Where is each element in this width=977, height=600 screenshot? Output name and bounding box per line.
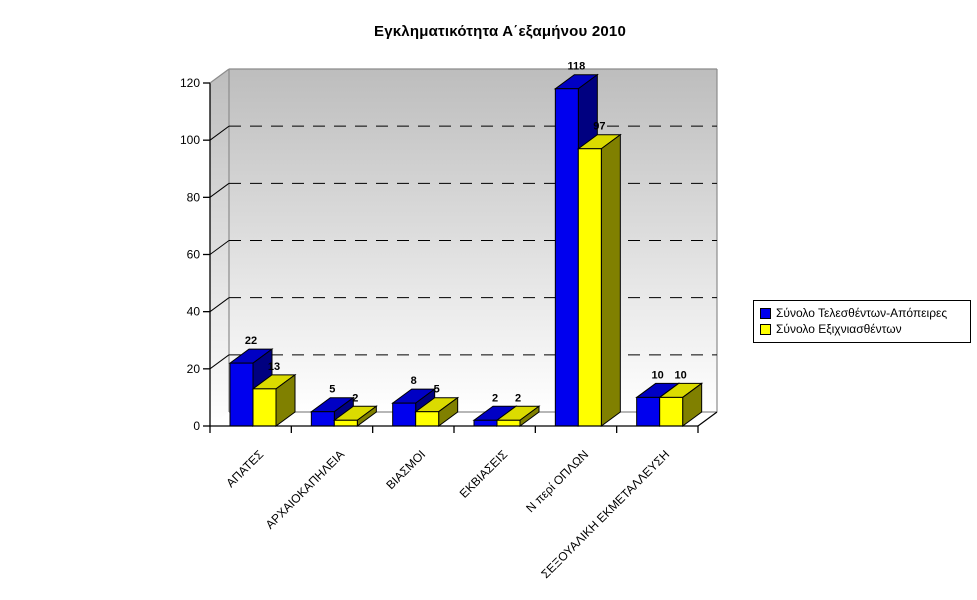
bar-s0-c2 <box>392 402 417 427</box>
data-label-s1-c0: 13 <box>268 361 280 373</box>
legend-label-solved: Σύνολο Εξιχνιασθέντων <box>776 322 902 336</box>
bar-s0-c0 <box>229 362 254 427</box>
y-tick-label: 40 <box>187 305 201 319</box>
y-tick-label: 60 <box>187 248 201 262</box>
data-label-s0-c4: 118 <box>567 61 585 73</box>
data-label-s1-c1: 2 <box>352 392 358 404</box>
data-label-s0-c1: 5 <box>329 384 335 396</box>
bar-s0-c5 <box>636 396 661 427</box>
legend-item-solved: Σύνολο Εξιχνιασθέντων <box>760 321 966 337</box>
gridline-connector <box>209 240 230 255</box>
data-label-s0-c0: 22 <box>245 335 257 347</box>
legend-item-committed: Σύνολο Τελεσθέντων-Απόπειρες <box>760 305 966 321</box>
bar-s0-c3 <box>473 419 498 427</box>
bar-s0-c4 <box>554 88 579 427</box>
axis-depth-right <box>697 411 718 427</box>
gridline-connector <box>209 125 230 141</box>
y-tick-label: 80 <box>187 190 201 204</box>
bar-s1-c5 <box>659 396 684 427</box>
y-tick-label: 100 <box>180 133 200 147</box>
legend-marker-yellow-icon <box>760 323 771 335</box>
bar-s1-c0 <box>252 388 277 427</box>
bar-s1-c1 <box>333 419 358 427</box>
data-label-s0-c2: 8 <box>411 375 417 387</box>
y-tick-label: 20 <box>187 362 201 376</box>
bar-side-s1-c4 <box>600 133 621 427</box>
bar-s1-c2 <box>415 411 440 427</box>
gridline-connector <box>209 182 230 198</box>
data-label-s1-c4: 97 <box>593 121 605 133</box>
gridline-connector <box>209 297 230 313</box>
bar-s0-c1 <box>310 411 335 427</box>
legend: Σύνολο Τελεσθέντων-Απόπειρες Σύνολο Εξιχ… <box>753 300 971 343</box>
bar-s1-c3 <box>496 419 521 427</box>
bar-s1-c4 <box>577 148 602 427</box>
data-label-s0-c3: 2 <box>492 392 498 404</box>
axis-depth-top <box>209 68 230 84</box>
gridline-connector <box>209 354 230 370</box>
data-label-s1-c3: 2 <box>515 392 521 404</box>
data-label-s0-c5: 10 <box>652 369 664 381</box>
y-tick-label: 0 <box>193 419 200 433</box>
legend-label-committed: Σύνολο Τελεσθέντων-Απόπειρες <box>776 306 948 320</box>
legend-marker-blue-icon <box>760 307 771 319</box>
y-tick-label: 120 <box>180 76 200 90</box>
data-label-s1-c2: 5 <box>434 384 440 396</box>
data-label-s1-c5: 10 <box>675 369 687 381</box>
chart-title: Εγκληματικότητα Α΄εξαμήνου 2010 <box>373 23 627 40</box>
